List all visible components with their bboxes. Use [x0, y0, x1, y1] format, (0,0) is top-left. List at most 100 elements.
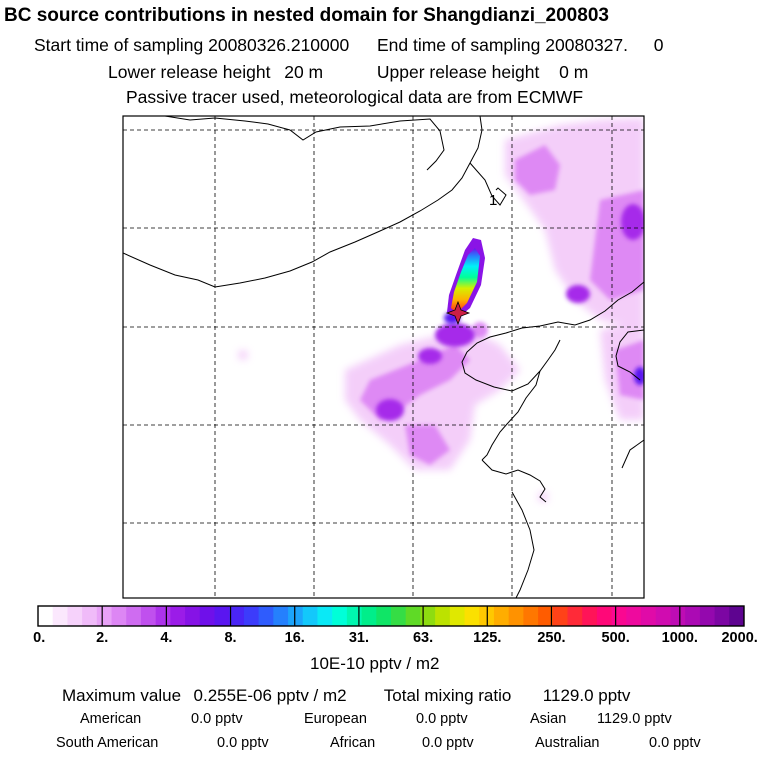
- colorbar-label: 16.: [284, 630, 305, 646]
- colorbar-label: 63.: [412, 630, 434, 646]
- colorbar-cell: [464, 606, 480, 626]
- colorbar-cell: [126, 606, 142, 626]
- colorbar-cell: [420, 606, 436, 626]
- colorbar-label: 2.: [96, 630, 109, 646]
- start-label: Start time of sampling: [34, 35, 204, 55]
- colorbar-cell: [52, 606, 68, 626]
- region-value: 0.0 pptv: [217, 735, 269, 751]
- colorbar-label: 250.: [537, 630, 566, 646]
- region-value: 0.0 pptv: [416, 711, 468, 727]
- colorbar-cell: [508, 606, 524, 626]
- colorbar-cell: [729, 606, 745, 626]
- lower-label: Lower release height: [108, 62, 271, 82]
- region-name: South American: [56, 735, 159, 751]
- colorbar-cell: [552, 606, 568, 626]
- colorbar-cell: [317, 606, 333, 626]
- colorbar-cell: [435, 606, 451, 626]
- colorbar-cell: [199, 606, 215, 626]
- colorbar-cell: [214, 606, 230, 626]
- colorbar-cell: [273, 606, 289, 626]
- coastlines: [123, 116, 644, 598]
- colorbar-label: 500.: [601, 630, 630, 646]
- release-heights: Lower release height 20 m Upper release …: [108, 62, 588, 83]
- colorbar-label: 0.: [33, 630, 46, 646]
- max-label: Maximum value: [62, 686, 182, 705]
- colorbar-cell: [258, 606, 274, 626]
- region-value: 1129.0 pptv: [597, 711, 672, 727]
- colorbar-cell: [67, 606, 83, 626]
- colorbar-cell: [523, 606, 539, 626]
- colorbar-cell: [699, 606, 716, 626]
- end-value: 20080327.: [545, 35, 629, 55]
- region-name: American: [80, 711, 142, 727]
- colorbar-cell: [641, 606, 657, 626]
- colorbar-label: 4.: [160, 630, 173, 646]
- colorbar-ticks: [37, 605, 745, 627]
- region-value: 0.0 pptv: [191, 711, 243, 727]
- colorbar-unit: 10E-10 pptv / m2: [310, 654, 440, 673]
- region-value: 0.0 pptv: [422, 735, 474, 751]
- colorbar-cell: [155, 606, 171, 626]
- colorbar-cell: [229, 606, 245, 626]
- region-name: European: [304, 711, 367, 727]
- colorbar-cell: [288, 606, 304, 626]
- map-frame: [122, 115, 645, 599]
- colorbar-cell: [670, 606, 686, 626]
- colorbar-cell: [449, 606, 466, 626]
- colorbar-cell: [111, 606, 127, 626]
- total-label: Total mixing ratio: [383, 686, 512, 705]
- region-name: African: [330, 735, 376, 751]
- colorbar-cell: [302, 606, 318, 626]
- colorbar-cell: [332, 606, 348, 626]
- region-name: Asian: [530, 711, 567, 727]
- lower-value: 20 m: [284, 62, 324, 82]
- colorbar-cell: [346, 606, 363, 626]
- colorbar-frame: [37, 605, 745, 627]
- colorbar-cell: [582, 606, 598, 626]
- sampling-times: Start time of sampling 20080326.210000 E…: [34, 35, 664, 56]
- colorbar-cell: [538, 606, 554, 626]
- start-value: 20080326.210000: [208, 35, 350, 55]
- colorbar-cell: [596, 606, 613, 626]
- colorbar-label: 8.: [224, 630, 237, 646]
- colorbar-label: 2000.: [721, 630, 758, 646]
- colorbar-cell: [170, 606, 186, 626]
- colorbar-cell: [391, 606, 407, 626]
- max-value: 0.255E-06 pptv / m2: [193, 686, 347, 705]
- colorbar-cell: [611, 606, 627, 626]
- colorbar-cell: [38, 606, 54, 626]
- region-value: 0.0 pptv: [649, 735, 701, 751]
- upper-label: Upper release height: [376, 62, 540, 82]
- colorbar-label: 31.: [348, 630, 369, 646]
- colorbar-cell: [655, 606, 671, 626]
- end-suffix: 0: [653, 35, 664, 55]
- colorbar-cell: [567, 606, 583, 626]
- colorbar-label: 125.: [473, 630, 502, 646]
- colorbar-label: 1000.: [661, 630, 698, 646]
- region-name: Australian: [535, 735, 600, 751]
- upper-value: 0 m: [559, 62, 589, 82]
- end-label: End time of sampling: [376, 35, 541, 55]
- tracer-note: Passive tracer used, meteorological data…: [126, 87, 584, 107]
- concentration-field: [238, 118, 644, 502]
- colorbar-cell: [493, 606, 510, 626]
- colorbar-cell: [96, 606, 113, 626]
- colorbar-cell: [714, 606, 730, 626]
- colorbar: [38, 606, 745, 626]
- graticule: [123, 116, 644, 598]
- colorbar-cell: [243, 606, 260, 626]
- contour-label: 1: [489, 192, 497, 209]
- colorbar-cell: [361, 606, 377, 626]
- total-value: 1129.0 pptv: [542, 686, 631, 705]
- colorbar-cell: [405, 606, 421, 626]
- plot-title: BC source contributions in nested domain…: [4, 5, 609, 26]
- colorbar-cell: [685, 606, 701, 626]
- colorbar-cell: [376, 606, 392, 626]
- colorbar-cell: [82, 606, 98, 626]
- colorbar-cell: [626, 606, 642, 626]
- max-total-line: Maximum value 0.255E-06 pptv / m2 Total …: [62, 686, 630, 706]
- colorbar-cell: [140, 606, 157, 626]
- station-marker: [445, 300, 471, 326]
- colorbar-cell: [185, 606, 201, 626]
